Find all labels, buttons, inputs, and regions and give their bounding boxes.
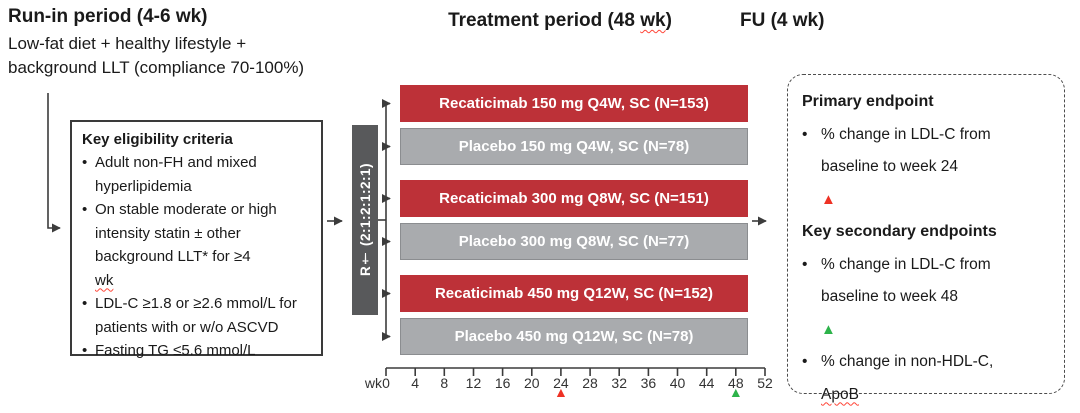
randomization-bar: R† (2:1:2:1:2:1) (352, 125, 378, 315)
axis-tick-label: 4 (411, 375, 420, 391)
axis-tick-label: 40 (669, 375, 686, 391)
followup-period-title: FU (4 wk) (740, 10, 825, 31)
treatment-period-title: Treatment period (48 wk) (448, 10, 672, 31)
runin-period-block: Run-in period (4-6 wk) Low-fat diet + he… (8, 6, 304, 80)
axis-tick-label: 12 (465, 375, 482, 391)
axis-tick-label: 24 (553, 375, 569, 391)
arm-recaticimab-150: Recaticimab 150 mg Q4W, SC (N=153) (400, 85, 748, 122)
axis-tick-label: 8 (440, 375, 449, 391)
axis-tick-label: 16 (494, 375, 511, 391)
eligibility-bullet-2: • On stable moderate or high intensity s… (82, 198, 313, 292)
week48-green-triangle-marker: ▲ (728, 384, 743, 400)
eligibility-bullet-3: • LDL-C ≥1.8 or ≥2.6 mmol/L for patients… (82, 295, 297, 336)
axis-unit-label: wk (364, 375, 382, 391)
runin-line-1: Low-fat diet + healthy lifestyle + (8, 34, 247, 53)
runin-line-2: background LLT (compliance 70-100%) (8, 58, 305, 77)
secondary-endpoint-bullet-2: • % change in non-HDL-C, ApoB, and Lp (a… (802, 346, 1052, 413)
axis-tick-label: 52 (757, 375, 773, 391)
axis-tick-label: 48 (728, 375, 744, 391)
eligibility-criteria-box: Key eligibility criteria • Adult non-FH … (70, 120, 323, 359)
eligibility-title: Key eligibility criteria (82, 131, 233, 148)
primary-endpoint-bullet: • % change in LDL-C from baseline to wee… (802, 119, 1052, 217)
misspelled-wk: wk (95, 271, 114, 289)
secondary-endpoints-title: Key secondary endpoints (802, 223, 997, 240)
secondary-endpoint-bullet-1: • % change in LDL-C from baseline to wee… (802, 249, 1052, 347)
week24-red-triangle-marker: ▲ (553, 384, 568, 400)
endpoints-box: Primary endpoint • % change in LDL-C fro… (787, 74, 1065, 403)
arm-recaticimab-300: Recaticimab 300 mg Q8W, SC (N=151) (400, 180, 748, 217)
runin-period-title: Run-in period (4-6 wk) (8, 6, 208, 27)
runin-elbow-arrow (47, 93, 61, 233)
axis-tick-label: 0 (382, 375, 390, 391)
axis-tick-label: 28 (582, 375, 598, 391)
randomization-label: R† (2:1:2:1:2:1) (357, 163, 373, 277)
axis-tick-label: 36 (640, 375, 657, 391)
arm-placebo-450: Placebo 450 mg Q12W, SC (N=78) (400, 318, 748, 355)
axis-tick-label: 44 (698, 375, 715, 391)
arm-placebo-300: Placebo 300 mg Q8W, SC (N=77) (400, 223, 748, 260)
green-triangle-icon: ▲ (821, 320, 836, 338)
axis-tick-label: 20 (523, 375, 540, 391)
red-triangle-icon: ▲ (821, 190, 836, 208)
arm-recaticimab-450: Recaticimab 450 mg Q12W, SC (N=152) (400, 275, 748, 312)
primary-endpoint-title: Primary endpoint (802, 93, 934, 110)
misspelled-apob: ApoB (821, 385, 859, 403)
arm-placebo-150: Placebo 150 mg Q4W, SC (N=78) (400, 128, 748, 165)
eligibility-bullet-1: • Adult non-FH and mixed hyperlipidemia (82, 154, 257, 195)
eligibility-bullet-4: • Fasting TG ≤5.6 mmol/L (82, 342, 256, 359)
misspelled-wk: wk (640, 10, 666, 31)
axis-tick-label: 32 (611, 375, 628, 391)
